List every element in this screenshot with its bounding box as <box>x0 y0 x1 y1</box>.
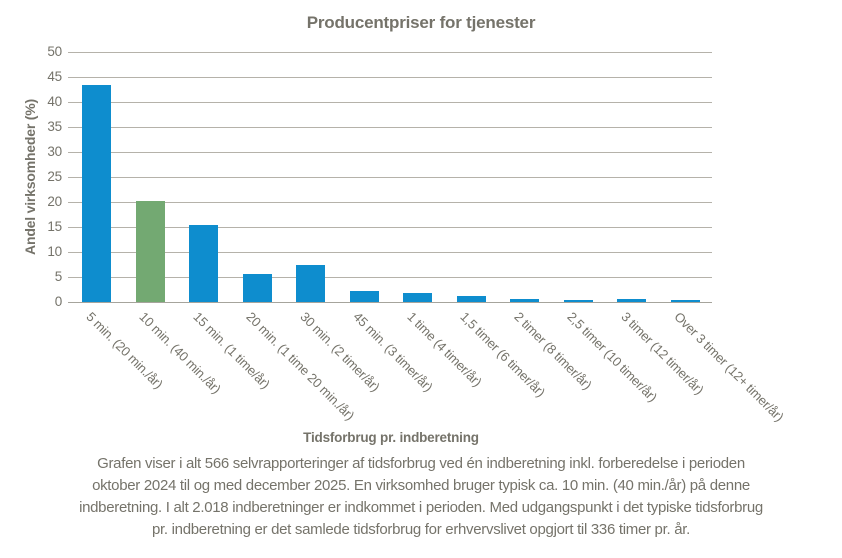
bar <box>82 84 112 302</box>
footer-line: Grafen viser i alt 566 selvrapporteringe… <box>97 455 745 472</box>
gridline <box>68 177 712 178</box>
y-tick-label: 0 <box>54 294 63 309</box>
x-axis-line <box>68 302 712 303</box>
y-tick-label: 15 <box>47 219 62 234</box>
y-tick-label: 5 <box>54 269 63 284</box>
bar <box>617 298 647 302</box>
bar <box>403 292 433 302</box>
gridline <box>68 77 712 78</box>
bar <box>349 290 379 302</box>
footer-line: oktober 2024 til og med december 2025. E… <box>92 477 750 494</box>
gridline <box>68 277 712 278</box>
x-axis-title: Tidsforbrug pr. indberetning <box>303 430 479 445</box>
chart-title: Producentpriser for tjenester <box>306 13 536 32</box>
gridline <box>68 127 712 128</box>
y-tick-label: 30 <box>47 144 62 159</box>
y-tick-label: 45 <box>47 69 62 84</box>
footer-note: Grafen viser i alt 566 selvrapporteringe… <box>0 453 842 541</box>
y-tick-label: 50 <box>47 44 62 59</box>
bar <box>135 200 165 302</box>
footer-line: pr. indberetning er det samlede tidsforb… <box>152 521 690 538</box>
footer-line: indberetning. I alt 2.018 indberetninger… <box>79 499 763 516</box>
x-tick-label: Over 3 timer (12+ timer/år) <box>671 309 787 425</box>
gridline <box>68 102 712 103</box>
bar <box>510 298 540 302</box>
x-tick-label: 2,5 timer (10 timer/år) <box>564 309 661 405</box>
bar <box>242 273 272 302</box>
x-tick-label: 20 min. (1 time 20 min./år) <box>243 309 358 424</box>
bar <box>456 296 486 302</box>
bar <box>189 225 219 302</box>
gridline <box>68 52 712 53</box>
y-tick-label: 20 <box>47 194 62 209</box>
y-tick-label: 10 <box>47 244 62 259</box>
bar <box>296 265 326 302</box>
gridline <box>68 252 712 253</box>
gridline <box>68 227 712 228</box>
y-tick-label: 40 <box>47 94 62 109</box>
bar <box>670 300 700 302</box>
gridline <box>68 202 712 203</box>
y-tick-label: 25 <box>47 169 62 184</box>
gridline <box>68 152 712 153</box>
bar <box>563 300 593 302</box>
y-tick-label: 35 <box>47 119 62 134</box>
